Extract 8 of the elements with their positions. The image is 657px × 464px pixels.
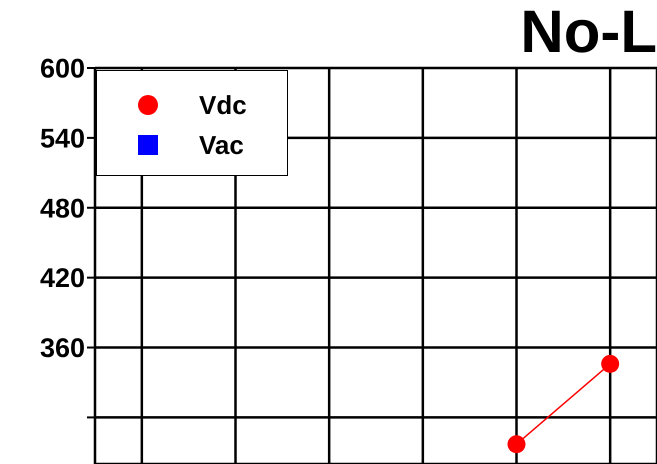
y-tick-label: 480	[40, 193, 85, 224]
chart-title: No-L	[520, 0, 657, 65]
legend-label: Vac	[199, 130, 244, 160]
y-tick-label: 420	[40, 263, 85, 294]
y-tick-label: 600	[40, 54, 85, 84]
y-tick-label: 540	[40, 123, 85, 154]
y-tick-label: 360	[40, 333, 85, 364]
legend-label: Vdc	[199, 90, 247, 120]
